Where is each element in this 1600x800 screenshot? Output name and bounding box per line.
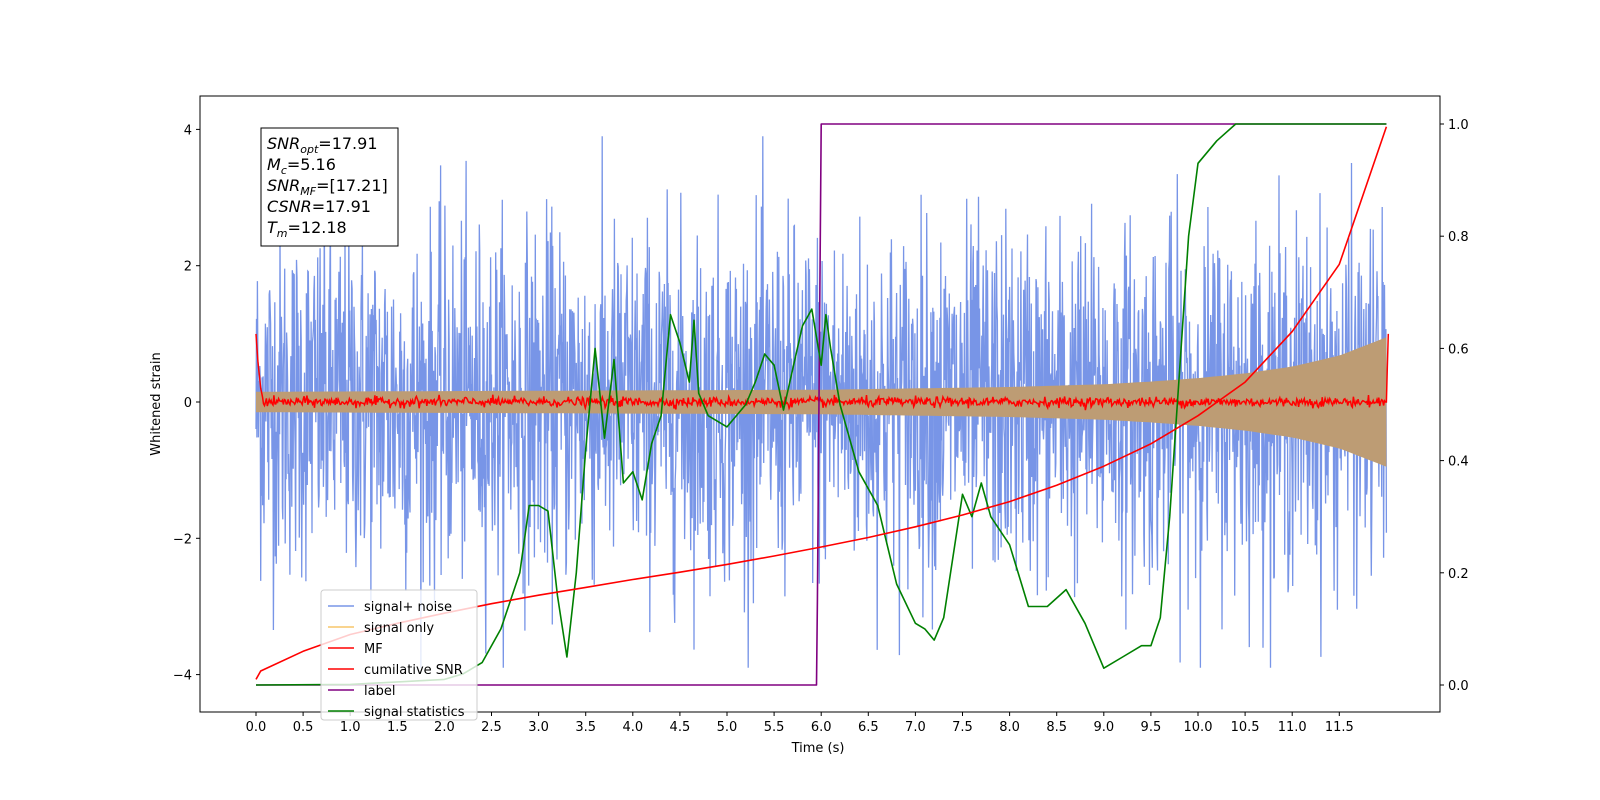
mf-layer (255, 333, 1390, 411)
x-tick-label: 5.0 (717, 720, 738, 735)
x-tick-label: 1.5 (387, 720, 408, 735)
y-left-tick-label: 0 (184, 396, 192, 411)
stats-box-frame (260, 127, 399, 247)
x-tick-label: 7.0 (905, 720, 926, 735)
x-tick-label: 7.5 (952, 720, 973, 735)
legend-label: MF (364, 642, 383, 657)
y-right-tick-label: 0.6 (1448, 342, 1469, 357)
legend-frame (320, 589, 478, 721)
x-tick-label: 1.0 (340, 720, 361, 735)
x-tick-label: 9.5 (1141, 720, 1162, 735)
legend-label: signal statistics (364, 705, 465, 720)
left-y-axis: −4 −2 0 2 4 (173, 123, 200, 684)
x-tick-label: 2.5 (481, 720, 502, 735)
x-tick-label: 10.5 (1231, 720, 1260, 735)
x-tick-label: 3.5 (575, 720, 596, 735)
signal-statistics-line (255, 123, 1387, 686)
y-axis-label-left: Whitened strain (149, 352, 164, 455)
stats-box-line: SNRMF=[17.21] (267, 176, 388, 198)
x-tick-label: 4.5 (670, 720, 691, 735)
plot-frame (199, 95, 1441, 713)
x-tick-label: 10.0 (1184, 720, 1213, 735)
y-left-tick-label: −2 (173, 532, 192, 547)
legend-label: cumilative SNR (364, 663, 463, 678)
x-axis-label: Time (s) (791, 741, 845, 756)
x-tick-label: 9.0 (1093, 720, 1114, 735)
stats-box-line: Tm=12.18 (267, 218, 347, 240)
stats-box-line: SNRopt=17.91 (267, 134, 378, 156)
mf-line (255, 333, 1390, 411)
stats-box: SNRopt=17.91Mc=5.16SNRMF=[17.21]CSNR=17.… (260, 127, 399, 247)
legend-label: signal only (364, 621, 434, 636)
x-tick-label: 3.0 (528, 720, 549, 735)
label-line (256, 123, 1387, 686)
y-right-tick-label: 0.0 (1448, 679, 1469, 694)
x-tick-label: 11.0 (1278, 720, 1307, 735)
y-right-tick-label: 0.2 (1448, 567, 1469, 582)
stats-box-line: Mc=5.16 (267, 155, 336, 177)
legend-items: signal+ noise signal only MF cumilative SNR… (328, 600, 465, 720)
stats-box-lines: SNRopt=17.91Mc=5.16SNRMF=[17.21]CSNR=17.… (267, 134, 388, 240)
x-tick-label: 5.5 (764, 720, 785, 735)
y-right-tick-label: 1.0 (1448, 118, 1469, 133)
y-left-tick-label: 4 (184, 123, 192, 138)
legend-label: signal+ noise (364, 600, 452, 615)
x-tick-label: 2.0 (434, 720, 455, 735)
x-tick-label: 6.0 (811, 720, 832, 735)
x-tick-label: 11.5 (1325, 720, 1354, 735)
x-tick-label: 8.0 (999, 720, 1020, 735)
x-tick-label: 0.5 (293, 720, 314, 735)
y-left-tick-label: −4 (173, 669, 192, 684)
right-y-axis: 0.0 0.2 0.4 0.6 0.8 1.0 (1440, 118, 1469, 694)
y-right-tick-label: 0.4 (1448, 455, 1469, 470)
y-left-tick-label: 2 (184, 260, 192, 275)
x-axis: 0.0 0.5 1.0 1.5 2.0 2.5 3.0 3.5 4.0 4.5 5.0 5.5 6.0 6… (246, 712, 1354, 735)
x-tick-label: 0.0 (246, 720, 267, 735)
x-tick-label: 8.5 (1046, 720, 1067, 735)
stats-box-line: CSNR=17.91 (267, 197, 371, 216)
x-tick-label: 4.0 (622, 720, 643, 735)
legend: signal+ noise signal only MF cumilative SNR… (320, 589, 478, 721)
legend-label: label (364, 684, 395, 699)
x-tick-label: 6.5 (858, 720, 879, 735)
y-right-tick-label: 0.8 (1448, 230, 1469, 245)
